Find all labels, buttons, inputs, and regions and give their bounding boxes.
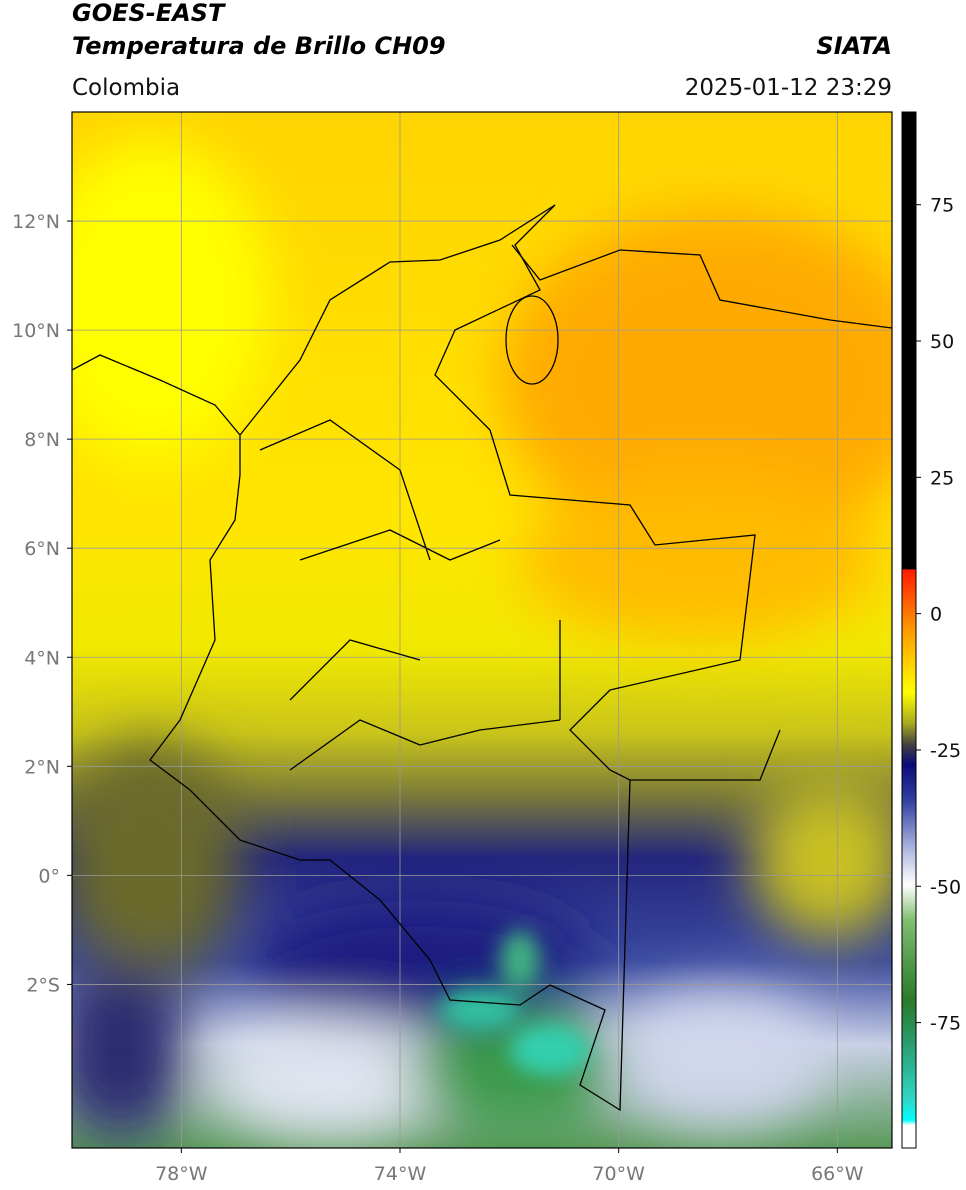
lon-tick-label: 66°W [811,1163,864,1185]
lat-tick-label: 12°N [12,211,60,233]
map-frame [71,111,893,1149]
satellite-image [72,112,892,1148]
lat-tick-label: 6°N [24,538,60,560]
lat-tick-label: 4°N [24,647,60,669]
lat-tick-label: 0° [38,865,60,887]
lat-tick-label: 2°S [26,974,60,996]
colorbar-tick-label: 50 [930,331,954,353]
colorbar-tick-label: -75 [930,1013,961,1035]
colorbar-tick-label: -25 [930,740,961,762]
lon-tick-label: 70°W [592,1163,645,1185]
lon-tick-label: 74°W [374,1163,427,1185]
colorbar-tick-label: 0 [930,604,942,626]
lat-tick-label: 8°N [24,429,60,451]
datetime: 2025-01-12 23:29 [685,75,892,101]
lat-tick-label: 10°N [12,320,60,342]
source: SIATA [816,32,892,60]
colorbar [901,111,917,1149]
satellite: GOES-EAST [72,0,226,27]
graticule [72,112,892,1148]
colorbar-tick-label: 25 [930,467,954,489]
colorbar-tick-label: -50 [930,876,961,898]
colorbar-tick-label: 75 [930,195,954,217]
region: Colombia [72,75,180,101]
product: Temperatura de Brillo CH09 [72,32,446,60]
borders [72,204,892,1112]
lat-tick-label: 2°N [24,756,60,778]
lon-tick-label: 78°W [155,1163,208,1185]
